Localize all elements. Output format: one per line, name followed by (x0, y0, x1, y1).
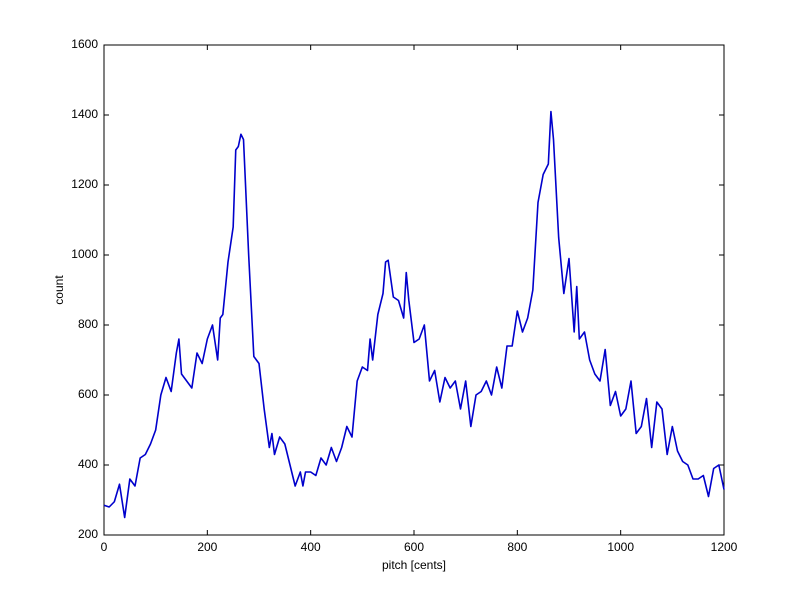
y-tick-label: 800 (78, 317, 98, 331)
x-tick-label: 200 (197, 540, 217, 554)
x-tick-label: 800 (507, 540, 527, 554)
y-tick-label: 400 (78, 457, 98, 471)
y-tick-label: 1000 (71, 247, 98, 261)
y-axis-label: count (52, 275, 66, 305)
y-tick-label: 1200 (71, 177, 98, 191)
x-tick-label: 1000 (607, 540, 634, 554)
plot-area (103, 44, 725, 536)
x-tick-label: 400 (301, 540, 321, 554)
x-axis-label: pitch [cents] (382, 558, 446, 572)
x-tick-label: 600 (404, 540, 424, 554)
x-tick-label: 1200 (711, 540, 738, 554)
x-tick-label: 0 (101, 540, 108, 554)
y-tick-label: 1400 (71, 107, 98, 121)
data-line (103, 110, 725, 519)
y-tick-label: 200 (78, 527, 98, 541)
y-tick-label: 600 (78, 387, 98, 401)
y-tick-label: 1600 (71, 37, 98, 51)
